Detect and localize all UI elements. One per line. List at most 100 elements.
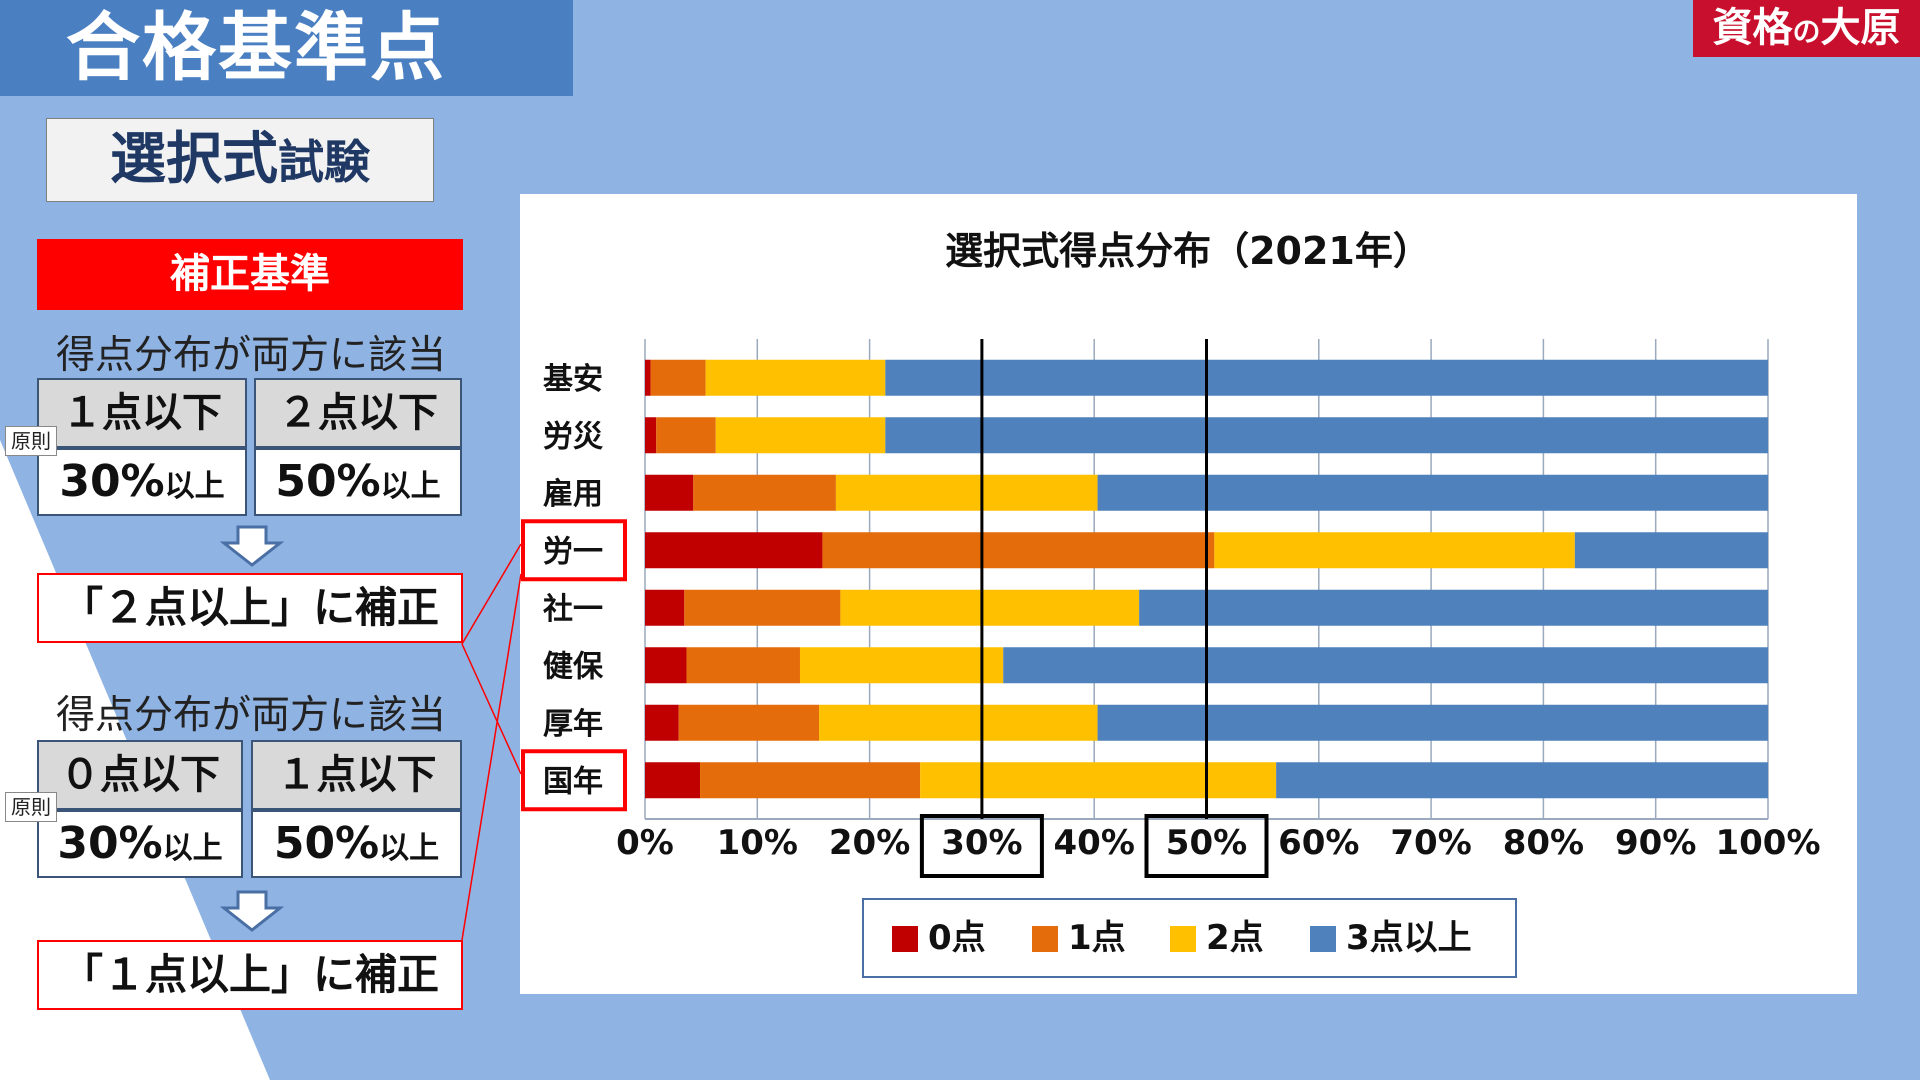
exam-type-box: 選択式試験 — [46, 118, 434, 202]
bar-segment — [920, 762, 1277, 799]
bar-segment — [645, 589, 685, 626]
bar-segment — [645, 474, 694, 511]
block2-right-head: １点以下 — [251, 740, 462, 810]
bar-segment — [684, 589, 841, 626]
legend-swatch — [1170, 926, 1196, 952]
bar-segment — [705, 359, 886, 396]
condition-text-1: 得点分布が両方に該当 — [55, 333, 446, 378]
brand-text-tail: 大原 — [1820, 5, 1901, 51]
x-tick-label: 90% — [1615, 823, 1696, 863]
bar-segment — [1097, 704, 1768, 741]
bar-segment — [678, 704, 820, 741]
block1-left-value: 30%以上 — [37, 448, 247, 516]
correction-result-1: 「２点以上」に補正 — [37, 573, 463, 643]
bar-segment — [822, 532, 1215, 569]
tick-highlight-box — [919, 814, 1044, 878]
category-highlight-box — [521, 749, 627, 812]
legend-label: 0点 — [928, 918, 986, 958]
x-tick-label: 70% — [1390, 823, 1471, 863]
bar-segment — [686, 647, 800, 684]
block1-left-unit: 以上 — [164, 469, 225, 504]
bar-segment — [645, 417, 657, 454]
tick-highlight-box — [1144, 814, 1269, 878]
x-tick-label: 10% — [717, 823, 798, 863]
condition-text-2: 得点分布が両方に該当 — [55, 693, 446, 738]
chart-legend: 0点 1点 2点 3点以上 — [862, 898, 1517, 978]
legend-label: 1点 — [1068, 918, 1126, 958]
bar-segment — [1097, 474, 1768, 511]
category-label: 基安 — [543, 362, 603, 397]
block2-left-unit: 以上 — [162, 831, 223, 866]
block2-left-pct: 30% — [57, 818, 163, 869]
bar-segment — [819, 704, 1098, 741]
x-tick-label: 20% — [829, 823, 910, 863]
bar-segment — [885, 359, 1768, 396]
legend-label: 3点以上 — [1346, 918, 1472, 958]
x-tick-label: 30% — [941, 823, 1022, 863]
block1-right-unit: 以上 — [380, 469, 441, 504]
bar-segment — [645, 359, 651, 396]
category-highlight-box — [521, 519, 627, 582]
block2-right-value: 50%以上 — [251, 810, 462, 878]
bar-segment — [645, 762, 701, 799]
bar-segment — [645, 647, 687, 684]
bar-segment — [1003, 647, 1768, 684]
block2-right-pct: 50% — [273, 818, 380, 869]
down-arrow-icon — [220, 890, 284, 932]
bar-segment — [650, 359, 706, 396]
bar-segment — [645, 532, 823, 569]
exam-type-small: 試験 — [278, 135, 370, 189]
legend-swatch — [1032, 926, 1058, 952]
bar-segment — [840, 589, 1140, 626]
correction-header: 補正基準 — [37, 239, 463, 310]
page-title: 合格基準点 — [0, 0, 573, 96]
bar-segment — [656, 417, 716, 454]
category-label: 社一 — [543, 592, 603, 627]
category-label: 厚年 — [543, 707, 603, 742]
block1-right-value: 50%以上 — [254, 448, 462, 516]
category-label: 国年 — [543, 764, 603, 799]
reference-lines — [980, 339, 1208, 819]
principle-tag-2: 原則 — [5, 792, 57, 822]
block1-left-head: １点以下 — [37, 378, 247, 448]
brand-logo: 資格の大原 — [1693, 0, 1920, 57]
block1-left-pct: 30% — [59, 456, 165, 507]
bar-segment — [835, 474, 1098, 511]
x-tick-label: 100% — [1715, 823, 1820, 863]
category-label: 健保 — [543, 649, 604, 684]
chart-panel: 選択式得点分布（2021年） 基安 労災 雇用 労一 社一 健保 厚年 国年 0% 10% 20%… — [520, 194, 1857, 994]
bar-segment — [1276, 762, 1768, 799]
bar-segment — [693, 474, 836, 511]
chart-title: 選択式得点分布（2021年） — [945, 229, 1431, 273]
legend-swatch — [1310, 926, 1336, 952]
bar-segment — [885, 417, 1768, 454]
category-label: 雇用 — [543, 477, 603, 512]
bar-segment — [715, 417, 886, 454]
legend-label: 2点 — [1206, 918, 1264, 958]
bar-segment — [1574, 532, 1768, 569]
x-tick-label: 60% — [1278, 823, 1359, 863]
block2-left-head: ０点以下 — [37, 740, 243, 810]
chart-bars — [645, 359, 1768, 799]
x-tick-label: 40% — [1054, 823, 1135, 863]
brand-text: 資格 — [1712, 5, 1793, 51]
category-label: 労一 — [543, 534, 603, 569]
x-tick-labels: 0% 10% 20% 30% 40% 50% 60% 70% 80% 90% 100% — [616, 814, 1821, 878]
bar-segment — [799, 647, 1004, 684]
block2-right-unit: 以上 — [379, 831, 440, 866]
x-tick-label: 80% — [1503, 823, 1584, 863]
category-label: 労災 — [543, 419, 604, 454]
principle-tag-1: 原則 — [5, 426, 57, 456]
block1-right-pct: 50% — [275, 456, 381, 507]
legend-swatch — [892, 926, 918, 952]
bar-segment — [700, 762, 921, 799]
bar-segment — [1214, 532, 1575, 569]
brand-text-no: の — [1792, 15, 1821, 48]
block2-left-value: 30%以上 — [37, 810, 243, 878]
x-tick-label: 50% — [1166, 823, 1247, 863]
bar-segment — [1139, 589, 1768, 626]
bar-segment — [645, 704, 679, 741]
correction-result-2: 「１点以上」に補正 — [37, 940, 463, 1010]
